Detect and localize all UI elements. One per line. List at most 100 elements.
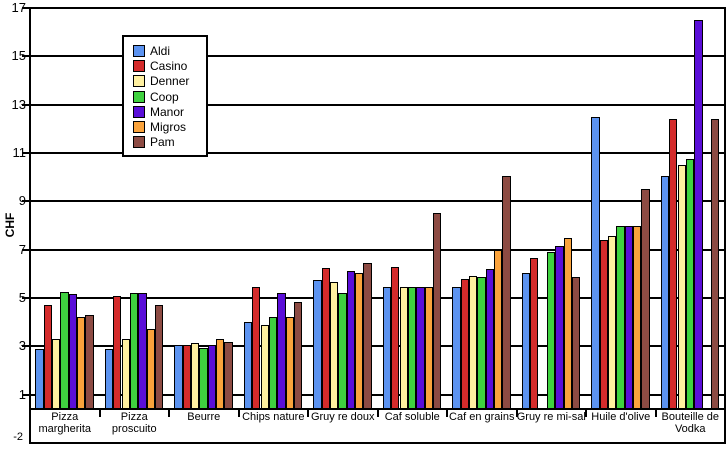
legend-label: Casino — [150, 58, 188, 73]
bar-aldi-1 — [104, 348, 114, 410]
bar-denner-0 — [52, 339, 61, 410]
y-tick-label: 1 — [18, 386, 26, 402]
gridline-1 — [30, 393, 725, 396]
bar-denner-6 — [469, 276, 478, 410]
legend-swatch-migros — [133, 121, 145, 134]
bar-casino-4 — [321, 267, 330, 410]
legend-item: Denner — [133, 74, 202, 89]
bar-coop-1 — [129, 293, 139, 410]
y-tick-mark — [22, 55, 30, 58]
legend-label: Migros — [150, 120, 187, 135]
y-tick-label: 9 — [18, 193, 26, 209]
bar-pam-3 — [293, 301, 303, 410]
gridline-7 — [30, 248, 725, 251]
bar-denner-3 — [260, 324, 269, 410]
bar-manor-8 — [624, 225, 634, 410]
bar-aldi-2 — [174, 345, 183, 410]
bar-migros-6 — [494, 249, 503, 410]
gridline-15 — [30, 55, 725, 58]
bar-casino-3 — [252, 287, 261, 410]
x-tick-mark — [237, 409, 240, 417]
legend-swatch-denner — [133, 75, 145, 88]
legend-item: Manor — [133, 104, 202, 119]
x-category-label: Beurre — [187, 411, 221, 423]
x-category-label: Huile d'olive — [591, 411, 651, 423]
bar-pam-0 — [85, 314, 94, 410]
bar-pam-5 — [432, 213, 442, 410]
gridline-3 — [30, 345, 725, 348]
x-category-label: Gruy re mi-sal — [516, 411, 586, 423]
x-category-label: Caf soluble — [384, 411, 440, 423]
legend-swatch-casino — [133, 59, 145, 72]
bar-migros-7 — [563, 237, 572, 410]
bar-coop-9 — [685, 159, 695, 410]
y-tick-mark — [22, 393, 30, 396]
bar-aldi-8 — [591, 116, 600, 410]
legend-label: Manor — [150, 104, 185, 119]
legend-item: Pam — [133, 135, 202, 150]
bar-casino-6 — [460, 278, 469, 410]
bar-casino-2 — [182, 345, 191, 410]
bar-migros-4 — [355, 272, 364, 410]
bar-migros-0 — [77, 317, 86, 410]
bar-manor-3 — [277, 293, 286, 410]
bar-aldi-3 — [243, 322, 253, 410]
x-tick-mark — [515, 409, 518, 417]
y-tick-mark — [22, 152, 30, 154]
x-tick-mark — [307, 409, 309, 417]
bar-manor-7 — [555, 246, 564, 410]
gridline-11 — [30, 152, 725, 154]
x-category-label: Pizza margherita — [38, 411, 92, 435]
bar-manor-6 — [485, 269, 495, 410]
x-tick-mark — [376, 409, 379, 417]
y-tick-label: 13 — [11, 96, 26, 112]
bar-denner-5 — [399, 287, 408, 410]
legend-item: Migros — [133, 119, 202, 134]
bar-migros-2 — [216, 339, 225, 410]
bar-casino-9 — [669, 119, 678, 410]
x-category-label: Chips nature — [242, 411, 305, 423]
legend-item: Coop — [133, 89, 202, 104]
bar-manor-9 — [694, 20, 703, 410]
legend-swatch-manor — [133, 105, 145, 118]
bar-aldi-4 — [313, 279, 322, 410]
bar-coop-7 — [546, 252, 556, 410]
y-tick-label: 5 — [18, 290, 26, 305]
bar-casino-0 — [43, 305, 52, 410]
legend-label: Aldi — [150, 43, 171, 58]
x-tick-mark — [446, 409, 448, 417]
plot-right-border — [724, 7, 726, 444]
bar-coop-4 — [338, 293, 347, 410]
bar-coop-8 — [616, 225, 625, 410]
x-tick-mark — [98, 409, 101, 417]
legend: Aldi Casino Denner Coop Manor Migros Pam — [122, 35, 208, 158]
bar-aldi-5 — [382, 287, 392, 410]
legend-item: Casino — [133, 58, 202, 73]
y-tick-label: 17 — [11, 0, 26, 15]
legend-item: Aldi — [133, 43, 202, 58]
bar-aldi-0 — [35, 348, 44, 410]
legend-swatch-coop — [133, 90, 145, 103]
bar-migros-3 — [285, 317, 294, 410]
bar-pam-9 — [710, 119, 720, 410]
y-axis-line — [29, 7, 31, 444]
x-category-label: Caf en grains — [449, 411, 515, 423]
bar-manor-2 — [207, 345, 217, 410]
bar-coop-2 — [199, 347, 208, 410]
x-tick-mark — [585, 409, 587, 417]
y-tick-mark — [22, 345, 30, 348]
y-tick-mark — [22, 248, 30, 251]
bar-manor-4 — [346, 271, 356, 410]
y-tick-label: 15 — [11, 48, 26, 64]
bar-denner-1 — [121, 339, 130, 410]
bar-migros-8 — [633, 225, 642, 410]
bar-manor-0 — [68, 294, 78, 410]
bar-denner-4 — [330, 282, 339, 410]
bar-coop-0 — [60, 291, 69, 410]
bar-casino-5 — [391, 266, 400, 410]
y-tick-mark — [22, 200, 30, 203]
x-tick-mark — [168, 409, 170, 417]
gridline-13 — [30, 103, 725, 106]
